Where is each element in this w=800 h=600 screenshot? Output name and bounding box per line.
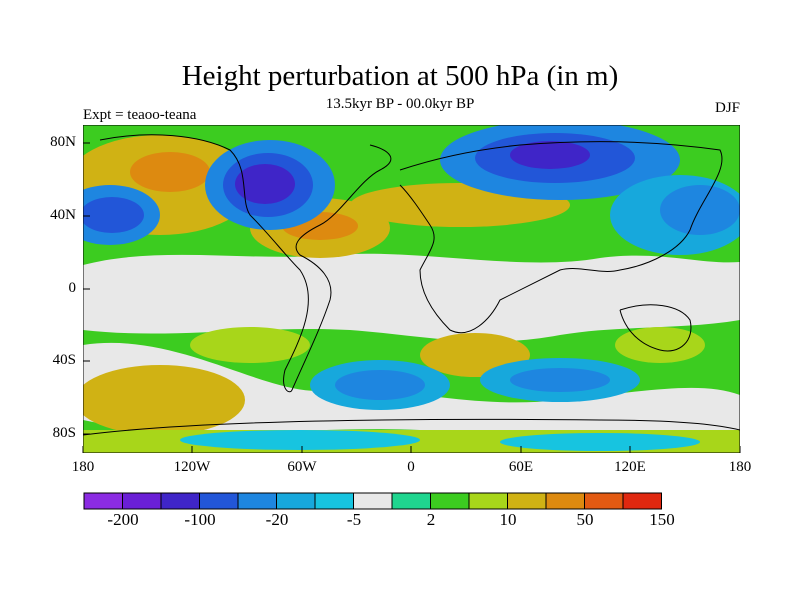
colorbar-swatch [160, 492, 200, 510]
colorbar-swatch [276, 492, 316, 510]
lon-tick-label: 180 [71, 459, 95, 475]
colorbar-swatch [545, 492, 585, 510]
colorbar-swatch [468, 492, 508, 510]
colorbar-swatch [122, 492, 162, 510]
zero-band-south [83, 342, 740, 436]
colorbar-swatch [507, 492, 547, 510]
lon-tick-label: 0 [407, 459, 415, 475]
coastlines [83, 134, 740, 436]
figure-title: Height perturbation at 500 hPa (in m) [181, 60, 619, 92]
season-label: DJF [714, 100, 740, 116]
colorbar-label: 2 [426, 510, 436, 529]
lat-tick-label: 40N [50, 207, 76, 223]
zero-band-tropics [83, 253, 740, 342]
colorbar-swatch [237, 492, 277, 510]
colorbar-label: -5 [346, 510, 362, 529]
colorbar-label: -200 [107, 510, 139, 529]
high-south-pacific [83, 365, 245, 435]
lat-tick-label: 80S [52, 425, 76, 441]
lon-tick-label: 120E [614, 459, 646, 475]
colorbar-swatch [353, 492, 393, 510]
lon-tick-label: 60E [508, 459, 534, 475]
lon-tick-label: 180 [728, 459, 752, 475]
colorbar-swatch [83, 492, 123, 510]
colorbar-swatch [584, 492, 624, 510]
lon-tick-label: 60W [287, 459, 317, 475]
lat-tick-label: 80N [50, 134, 76, 150]
colorbar-swatch [391, 492, 431, 510]
contour-fill-layer [83, 125, 740, 453]
axis-ticks [82, 142, 741, 453]
figure-subtitle: 13.5kyr BP - 00.0kyr BP [325, 96, 475, 112]
lat-tick-label: 0 [68, 280, 77, 296]
colorbar-label: 10 [499, 510, 517, 529]
colorbar-label: -100 [184, 510, 216, 529]
lon-tick-label: 120W [173, 459, 211, 475]
lat-tick-label: 40S [52, 352, 76, 368]
colorbar-swatch [314, 492, 354, 510]
colorbar-label: 150 [649, 510, 675, 529]
colorbar-swatch [430, 492, 470, 510]
colorbar-swatch [622, 492, 662, 510]
colorbar-swatch [199, 492, 239, 510]
experiment-label: Expt = teaoo-teana [83, 107, 197, 123]
colorbar-label: -20 [265, 510, 289, 529]
colorbar-label: 50 [576, 510, 594, 529]
